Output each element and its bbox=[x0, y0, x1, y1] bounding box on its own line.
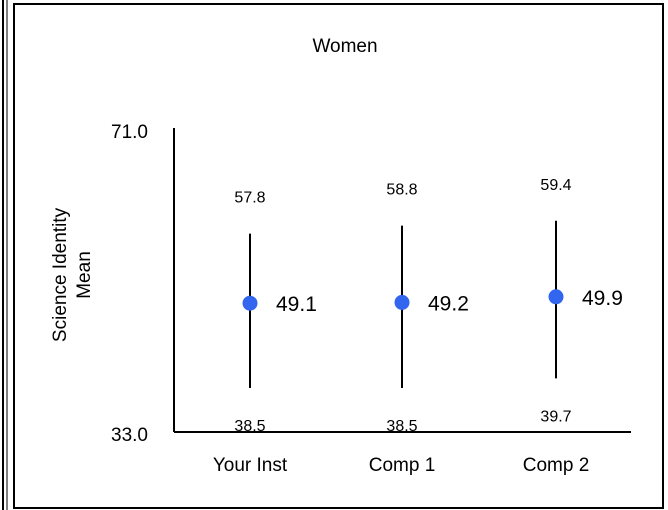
mean-point bbox=[548, 289, 564, 305]
mean-label: 49.2 bbox=[428, 292, 469, 315]
y-tick-label-max: 71.0 bbox=[111, 122, 148, 143]
lower-label: 39.7 bbox=[540, 408, 571, 425]
mean-label: 49.1 bbox=[276, 293, 317, 316]
y-axis-label-line-1: Science Identity bbox=[50, 207, 71, 342]
chart-frame bbox=[13, 3, 664, 509]
chart-marks: 49.1 57.8 38.5 Your Inst 49.2 58.8 38.5 Comp 1 4… bbox=[213, 177, 623, 476]
lower-label: 38.5 bbox=[234, 418, 265, 435]
mean-point bbox=[242, 295, 258, 311]
mean-label: 49.9 bbox=[582, 287, 623, 310]
lower-label: 38.5 bbox=[386, 418, 417, 435]
upper-label: 59.4 bbox=[540, 177, 571, 194]
x-tick-label: Comp 2 bbox=[523, 455, 590, 476]
mean-point bbox=[394, 294, 410, 310]
chart-title: Women bbox=[312, 36, 377, 57]
x-tick-label: Your Inst bbox=[213, 455, 288, 476]
x-tick-label: Comp 1 bbox=[369, 455, 436, 476]
y-axis-label: Science Identity Mean bbox=[50, 207, 95, 342]
y-tick-label-min: 33.0 bbox=[111, 425, 148, 446]
upper-label: 58.8 bbox=[386, 182, 417, 199]
y-axis-label-line-2: Mean bbox=[74, 251, 95, 299]
upper-label: 57.8 bbox=[234, 190, 265, 207]
